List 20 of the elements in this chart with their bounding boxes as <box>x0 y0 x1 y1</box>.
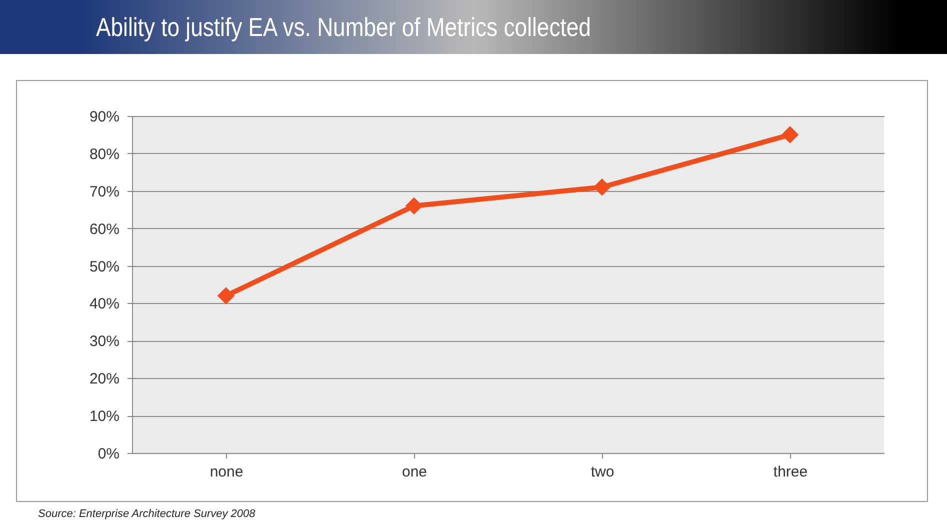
x-tick-label: one <box>402 464 428 480</box>
y-tick-label: 90% <box>89 108 120 126</box>
x-tick-label: none <box>210 464 244 480</box>
y-tick-label: 50% <box>89 258 120 276</box>
y-tick-label: 20% <box>89 370 120 388</box>
point <box>593 178 611 196</box>
y-tick-label: 40% <box>89 296 120 313</box>
chart-title: Ability to justify EA vs. Number of Metrics collected <box>96 12 591 43</box>
source-note: Source: Enterprise Architecture Survey 2008 <box>38 508 256 520</box>
point <box>781 126 799 144</box>
y-tick-label: 80% <box>89 146 120 163</box>
y-tick-label: 10% <box>89 408 120 426</box>
point <box>405 197 423 215</box>
y-tick-label: 60% <box>89 220 120 238</box>
x-tick-label: two <box>590 464 614 480</box>
point <box>217 287 235 304</box>
y-tick-label: 30% <box>89 333 120 350</box>
y-tick-label: 70% <box>89 183 120 200</box>
x-tick-label: three <box>773 464 808 480</box>
y-tick-label: 0% <box>98 446 120 462</box>
